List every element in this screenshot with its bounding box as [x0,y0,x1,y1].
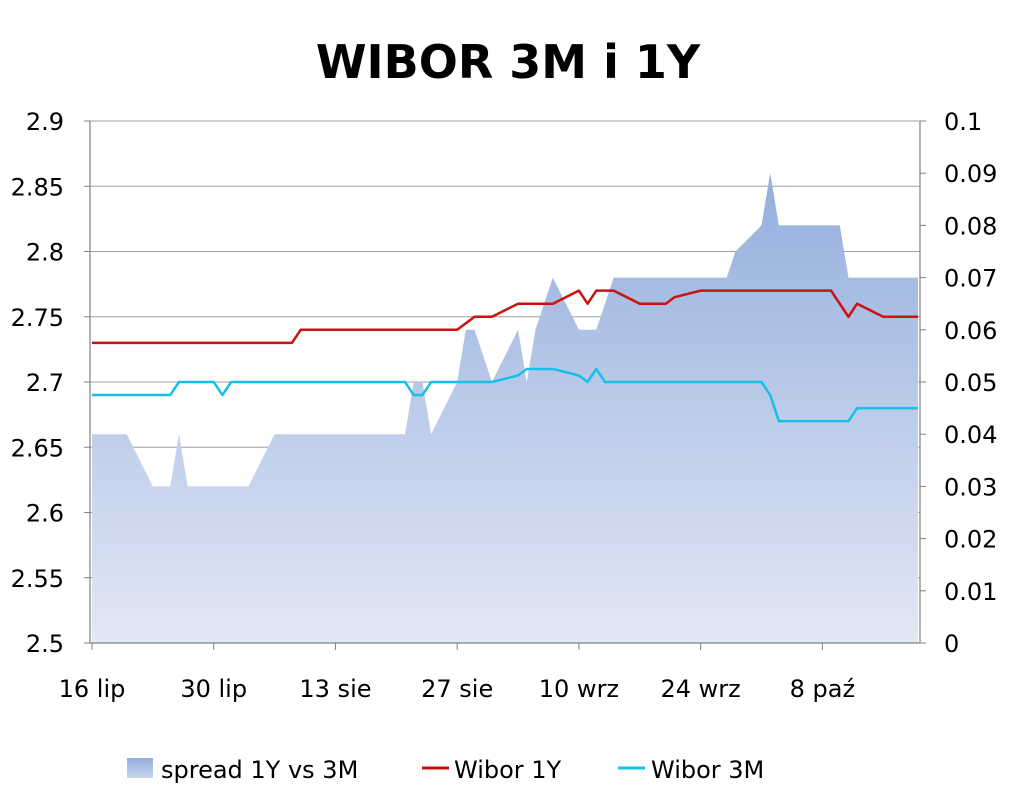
left-tick-label: 2.5 [26,630,64,658]
right-tick-label: 0.07 [944,265,997,293]
left-tick-label: 2.6 [26,500,64,528]
x-tick-label: 8 paź [790,675,855,703]
left-tick-label: 2.8 [26,239,64,267]
left-axis-ticks: 2.5 2.55 2.6 2.65 2.7 2.75 2.8 2.85 2.9 [11,108,90,658]
right-tick-label: 0.04 [944,421,997,449]
right-tick-label: 0.01 [944,578,997,606]
right-tick-label: 0.03 [944,473,997,501]
x-tick-label: 13 sie [299,675,371,703]
left-tick-label: 2.55 [11,565,64,593]
legend: spread 1Y vs 3M Wibor 1Y Wibor 3M [127,756,764,784]
right-tick-label: 0.06 [944,317,997,345]
x-axis-ticks: 16 lip 30 lip 13 sie 27 sie 10 wrz 24 wrz 8 pa… [59,643,855,703]
left-tick-label: 2.65 [11,434,64,462]
legend-swatch-spread [127,758,153,778]
series-area-spread [92,173,918,643]
x-tick-label: 24 wrz [660,675,740,703]
x-tick-label: 30 lip [180,675,247,703]
series-line-wibor-3m [92,367,918,423]
legend-label-wibor-1y: Wibor 1Y [454,756,562,784]
x-tick-label: 16 lip [59,675,126,703]
right-tick-label: 0.05 [944,369,997,397]
chart-title: WIBOR 3M i 1Y [316,35,701,89]
left-tick-label: 2.9 [26,108,64,136]
x-tick-label: 10 wrz [539,675,619,703]
right-tick-label: 0.1 [944,108,982,136]
right-tick-label: 0.02 [944,526,997,554]
right-tick-label: 0.08 [944,212,997,240]
right-tick-label: 0.09 [944,160,997,188]
right-tick-label: 0 [944,630,959,658]
left-tick-label: 2.7 [26,369,64,397]
right-axis-ticks: 0 0.01 0.02 0.03 0.04 0.05 0.06 0.07 0.08 0.09 0.1 [920,108,997,658]
legend-label-wibor-3m: Wibor 3M [651,756,764,784]
lines-layer [92,289,918,423]
area-layer [92,173,918,643]
left-tick-label: 2.75 [11,304,64,332]
x-tick-label: 27 sie [421,675,493,703]
series-line-wibor-1y [92,289,918,345]
left-tick-label: 2.85 [11,173,64,201]
legend-label-spread: spread 1Y vs 3M [161,756,358,784]
